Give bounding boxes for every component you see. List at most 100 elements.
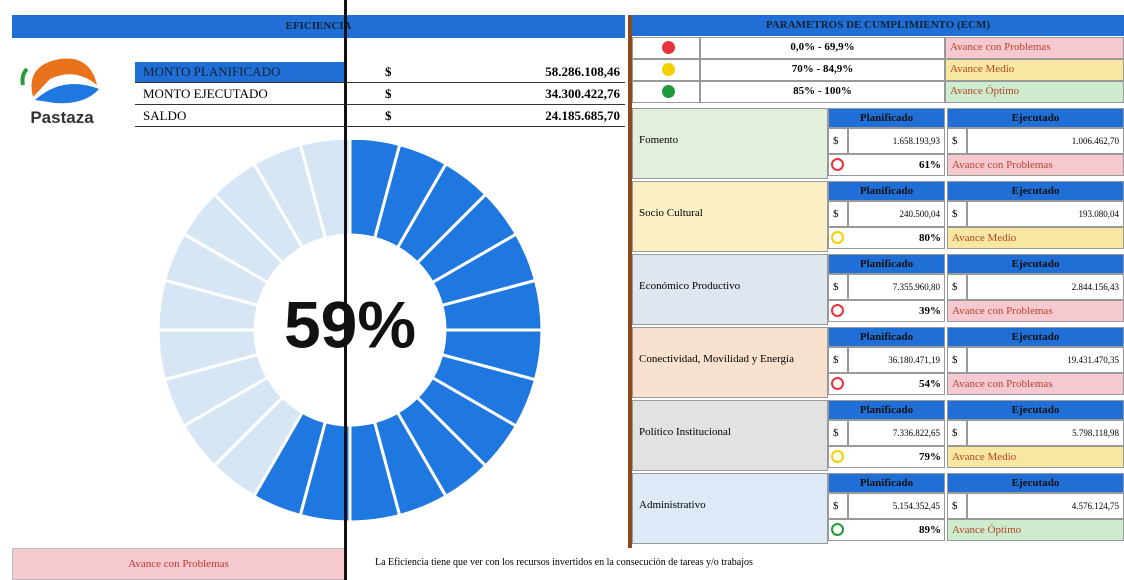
- status-cell: [828, 227, 945, 249]
- percent: 54%: [919, 378, 941, 390]
- currency: $: [947, 274, 967, 300]
- logo-shape: [35, 83, 99, 104]
- status-cell: [828, 519, 945, 541]
- executed-amount: 5.798.118,98: [967, 420, 1124, 446]
- legend-icon-cell: [632, 81, 700, 103]
- donut-segment: [212, 395, 305, 499]
- percent: 39%: [919, 305, 941, 317]
- currency: $: [947, 420, 967, 446]
- logo: Pastaza: [20, 58, 99, 127]
- footer-status: Avance con Problemas: [12, 548, 345, 580]
- logo-text: Pastaza: [30, 108, 94, 127]
- status-icon: [831, 523, 844, 536]
- donut-segment: [181, 375, 285, 468]
- donut-segment: [162, 231, 270, 308]
- section-name: Socio Cultural: [632, 181, 828, 252]
- row-label: SALDO: [143, 108, 187, 123]
- status: Avance Medio: [947, 227, 1124, 249]
- donut-chart: 59%: [156, 140, 544, 524]
- status: Avance con Problemas: [947, 300, 1124, 322]
- donut-segment: [372, 410, 449, 518]
- legend-status: Avance Medio: [945, 59, 1124, 81]
- donut-segment: [395, 161, 488, 265]
- col-executed: Ejecutado: [947, 254, 1124, 274]
- legend-status: Avance Óptimo: [945, 81, 1124, 103]
- donut-segment: [251, 142, 328, 250]
- legend-icon: [662, 85, 675, 98]
- col-executed: Ejecutado: [947, 473, 1124, 493]
- currency: $: [828, 274, 848, 300]
- executed-amount: 2.844.156,43: [967, 274, 1124, 300]
- col-executed: Ejecutado: [947, 181, 1124, 201]
- logo-shape: [20, 67, 29, 86]
- legend-range: 85% - 100%: [700, 81, 945, 103]
- status: Avance con Problemas: [947, 154, 1124, 176]
- percent: 89%: [919, 524, 941, 536]
- status-icon: [831, 377, 844, 390]
- executed-amount: 4.576.124,75: [967, 493, 1124, 519]
- donut-segment: [439, 278, 544, 332]
- row-currency: $: [385, 108, 392, 123]
- section-name: Fomento: [632, 108, 828, 179]
- currency: $: [947, 201, 967, 227]
- executed-amount: 19.431.470,35: [967, 347, 1124, 373]
- legend-icon: [662, 63, 675, 76]
- planned-amount: 240.500,04: [848, 201, 945, 227]
- status: Avance Medio: [947, 446, 1124, 468]
- legend-range: 0,0% - 69,9%: [700, 37, 945, 59]
- col-planned: Planificado: [828, 108, 945, 128]
- legend-icon-cell: [632, 59, 700, 81]
- status-cell: [828, 373, 945, 395]
- currency: $: [828, 493, 848, 519]
- legend-range: 70% - 84,9%: [700, 59, 945, 81]
- donut-segment: [212, 161, 305, 265]
- donut-segment: [181, 192, 285, 285]
- percent: 61%: [919, 159, 941, 171]
- col-planned: Planificado: [828, 327, 945, 347]
- donut-segment: [415, 375, 519, 468]
- left-header: EFICIENCIA: [12, 15, 625, 38]
- section-name: Administrativo: [632, 473, 828, 544]
- row-rule: [135, 126, 625, 127]
- status: Avance con Problemas: [947, 373, 1124, 395]
- legend-icon: [662, 41, 675, 54]
- donut-label: 59%: [284, 287, 416, 361]
- donut-segment: [430, 231, 538, 308]
- row-currency: $: [385, 86, 392, 101]
- planned-amount: 36.180.471,19: [848, 347, 945, 373]
- logo-shape: [31, 58, 97, 97]
- col-planned: Planificado: [828, 254, 945, 274]
- donut-segment: [162, 352, 270, 429]
- row-rule: [135, 82, 625, 83]
- row-amount: 58.286.108,46: [545, 64, 620, 79]
- planned-amount: 5.154.352,45: [848, 493, 945, 519]
- currency: $: [947, 493, 967, 519]
- legend-icon-cell: [632, 37, 700, 59]
- donut-segment: [156, 328, 261, 382]
- col-planned: Planificado: [828, 400, 945, 420]
- donut-segment: [395, 395, 488, 499]
- col-executed: Ejecutado: [947, 327, 1124, 347]
- donut-segment: [251, 410, 328, 518]
- status-icon: [831, 304, 844, 317]
- percent: 79%: [919, 451, 941, 463]
- row-rule: [135, 104, 625, 105]
- status-icon: [831, 450, 844, 463]
- executed-amount: 1.006.462,70: [967, 128, 1124, 154]
- donut-segment: [348, 419, 402, 524]
- status: Avance Óptimo: [947, 519, 1124, 541]
- currency: $: [947, 347, 967, 373]
- currency: $: [828, 347, 848, 373]
- col-executed: Ejecutado: [947, 400, 1124, 420]
- row-label: MONTO EJECUTADO: [143, 86, 268, 101]
- status-cell: [828, 154, 945, 176]
- percent: 80%: [919, 232, 941, 244]
- footer-note: La Eficiencia tiene que ver con los recu…: [375, 557, 753, 568]
- currency: $: [828, 128, 848, 154]
- legend-status: Avance con Problemas: [945, 37, 1124, 59]
- currency: $: [947, 128, 967, 154]
- donut-segment: [430, 352, 538, 429]
- divider: [628, 15, 632, 548]
- col-planned: Planificado: [828, 473, 945, 493]
